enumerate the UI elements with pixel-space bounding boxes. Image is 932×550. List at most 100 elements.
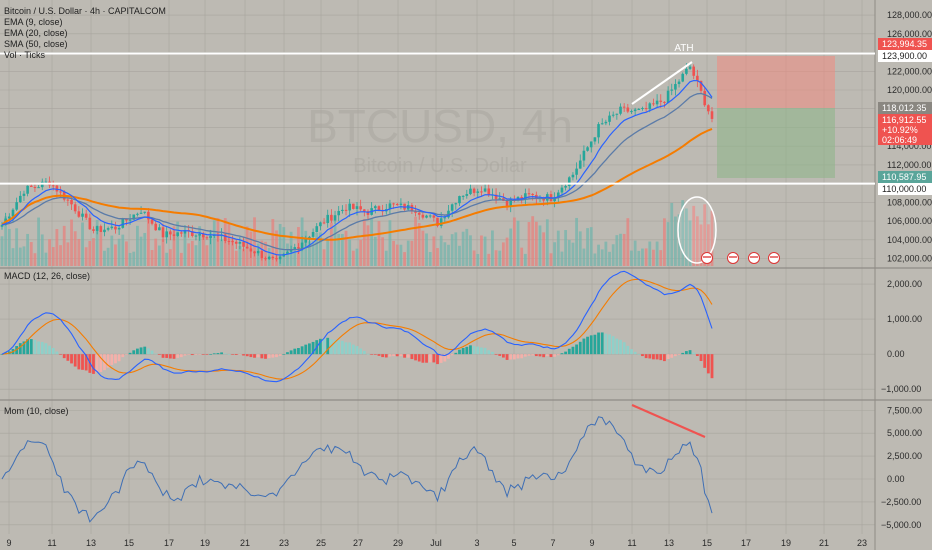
candle-body: [59, 191, 62, 193]
volume-bar: [699, 224, 703, 266]
macd-histogram-bar: [706, 354, 710, 374]
candle-body: [498, 198, 502, 200]
legend-sma50[interactable]: SMA (50, close): [4, 39, 68, 49]
candle-body: [363, 209, 366, 212]
volume-bar: [33, 253, 37, 266]
volume-bar: [128, 252, 132, 266]
macd-pane[interactable]: [0, 270, 714, 383]
candle-body: [81, 213, 84, 217]
legend-ema9[interactable]: EMA (9, close): [4, 17, 63, 27]
time-tick-label: 5: [511, 538, 516, 548]
volume-bar: [421, 230, 425, 266]
macd-histogram-bar: [333, 339, 337, 355]
symbol-title[interactable]: Bitcoin / U.S. Dollar · 4h · CAPITALCOM: [4, 6, 166, 16]
macd-histogram-bar: [578, 341, 582, 355]
macd-histogram-bar: [611, 336, 615, 355]
volume-bar: [70, 219, 73, 266]
volume-bar: [447, 244, 450, 266]
candle-body: [663, 101, 666, 103]
candle-body: [66, 199, 70, 201]
macd-histogram-bar: [556, 354, 560, 356]
macd-histogram-bar: [227, 354, 231, 355]
candle-body: [626, 107, 630, 112]
ath-badge-text: 123,994.35: [882, 39, 927, 49]
risk-reward-tool[interactable]: [717, 56, 835, 178]
macd-histogram-bar: [395, 354, 399, 357]
volume-bar: [333, 225, 337, 266]
legend-ema20[interactable]: EMA (20, close): [4, 28, 68, 38]
macd-histogram-bar: [183, 354, 187, 356]
symbol-legend[interactable]: Bitcoin / U.S. Dollar · 4h · CAPITALCOM …: [4, 6, 166, 61]
support-area-badge-text: 110,587.95: [882, 172, 926, 182]
price-axis[interactable]: 102,000.00 104,000.00 106,000.00 108,000.00…: [881, 10, 932, 530]
candle-body: [297, 247, 300, 249]
candle-body: [531, 193, 534, 195]
macd-histogram-bar: [70, 354, 73, 364]
candle-body: [707, 105, 710, 112]
macd-histogram-bar: [373, 354, 377, 355]
macd-histogram-bar: [421, 354, 425, 363]
drawings[interactable]: ATH: [0, 43, 875, 264]
volume-bar: [117, 238, 121, 266]
volume-bar: [600, 249, 604, 266]
candle-body: [103, 229, 106, 233]
volume-bar: [582, 248, 586, 266]
macd-histogram-bar: [663, 354, 666, 362]
time-axis[interactable]: 9 11 13 15 17 19 21 23 25 27 29 Jul 3 5 7 9 11 13 15 17 19 21…: [6, 538, 867, 548]
volume-bar: [648, 241, 652, 266]
macd-histogram-bar: [242, 354, 245, 356]
volume-bar: [692, 205, 696, 266]
macd-legend[interactable]: MACD (12, 26, close): [4, 271, 91, 281]
macd-histogram-bar: [344, 342, 348, 355]
time-tick-label: 27: [353, 538, 363, 548]
candle-body: [399, 203, 403, 205]
legend-volume[interactable]: Vol · Ticks: [4, 50, 46, 60]
macd-histogram-bar: [417, 354, 421, 362]
macd-histogram-bar: [480, 347, 483, 355]
volume-bar: [644, 248, 648, 266]
volume-highlight-ellipse: [677, 196, 717, 264]
macd-histogram-bar: [48, 345, 51, 355]
volume-bar: [234, 250, 238, 266]
macd-histogram-bar: [644, 354, 648, 359]
time-tick-label: 21: [240, 538, 250, 548]
candle-body: [611, 114, 615, 116]
macd-histogram-bar: [220, 352, 223, 355]
macd-histogram-bar: [0, 354, 4, 355]
macd-histogram-bar: [282, 354, 286, 355]
candle-body: [692, 66, 696, 76]
take-profit-zone[interactable]: [717, 108, 835, 178]
candle-body: [619, 106, 622, 114]
candle-body: [553, 197, 556, 202]
volume-bar: [77, 238, 81, 266]
time-tick-label: 15: [702, 538, 712, 548]
candle-body: [51, 185, 55, 187]
macd-histogram-bar: [571, 346, 575, 355]
macd-histogram-bar: [62, 354, 66, 359]
volume-bar: [359, 239, 363, 266]
volume-bar: [458, 245, 461, 266]
macd-histogram-bar: [326, 337, 330, 355]
volume-bar: [366, 225, 370, 266]
candle-body: [33, 187, 37, 189]
macd-histogram-bar: [542, 354, 546, 358]
candle-body: [341, 209, 344, 211]
price-tick-label: 102,000.00: [887, 254, 932, 264]
last-price-badge-box: [878, 114, 932, 145]
macd-histogram-bar: [304, 344, 308, 355]
volume-bar: [198, 226, 202, 266]
candle-body: [172, 234, 176, 236]
stop-loss-zone[interactable]: [717, 56, 835, 108]
candle-body: [143, 211, 147, 213]
volume-bar: [40, 234, 44, 266]
volume-bar: [688, 220, 692, 266]
momentum-pane[interactable]: [1, 403, 713, 523]
mom-legend[interactable]: Mom (10, close): [4, 406, 69, 416]
macd-histogram-bar: [472, 345, 476, 355]
volume-bar: [494, 250, 498, 266]
volume-bar: [179, 252, 183, 266]
macd-histogram-bar: [311, 341, 315, 355]
candle-body: [132, 214, 136, 220]
candle-body: [520, 197, 523, 200]
